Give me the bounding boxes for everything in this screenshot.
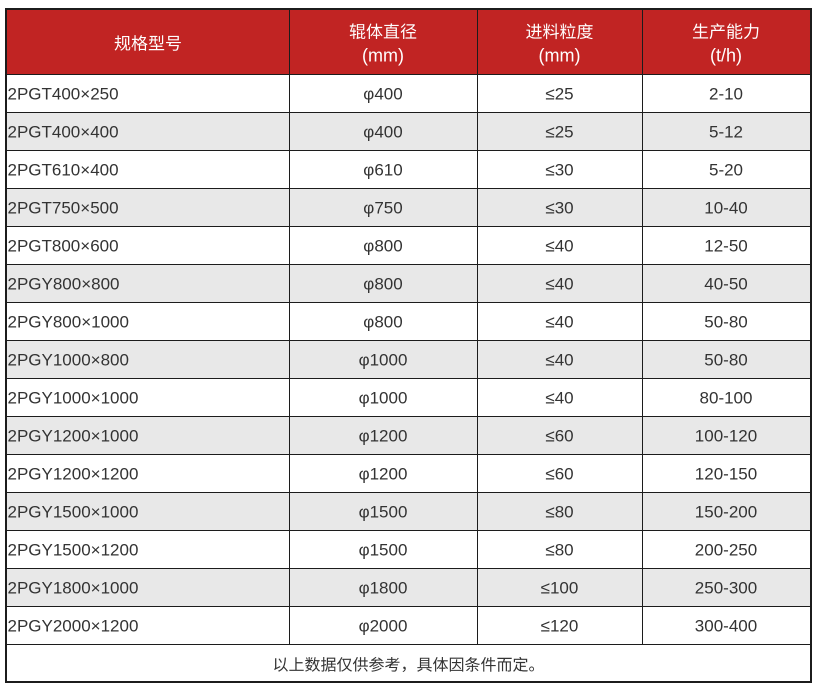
svg-text:50-80: 50-80 — [704, 313, 747, 332]
svg-text:2PGT400×250: 2PGT400×250 — [8, 85, 119, 104]
svg-text:120-150: 120-150 — [695, 465, 757, 484]
svg-text:≤40: ≤40 — [545, 275, 573, 294]
svg-text:2PGY2000×1200: 2PGY2000×1200 — [8, 617, 139, 636]
svg-text:5-20: 5-20 — [709, 161, 743, 180]
svg-text:2PGY1000×1000: 2PGY1000×1000 — [8, 389, 139, 408]
svg-text:(mm): (mm) — [362, 45, 404, 65]
svg-text:(mm): (mm) — [539, 45, 581, 65]
svg-text:300-400: 300-400 — [695, 617, 757, 636]
svg-text:2PGY1200×1200: 2PGY1200×1200 — [8, 465, 139, 484]
svg-text:(t/h): (t/h) — [710, 45, 742, 65]
svg-text:≤120: ≤120 — [541, 617, 579, 636]
svg-text:2PGY1500×1000: 2PGY1500×1000 — [8, 503, 139, 522]
svg-text:φ400: φ400 — [363, 85, 402, 104]
svg-text:≤40: ≤40 — [545, 313, 573, 332]
svg-text:40-50: 40-50 — [704, 275, 747, 294]
svg-text:≤30: ≤30 — [545, 161, 573, 180]
svg-text:2PGY800×1000: 2PGY800×1000 — [8, 313, 129, 332]
svg-text:250-300: 250-300 — [695, 579, 757, 598]
svg-text:≤60: ≤60 — [545, 465, 573, 484]
svg-text:φ750: φ750 — [363, 199, 402, 218]
svg-text:≤30: ≤30 — [545, 199, 573, 218]
svg-text:φ1500: φ1500 — [359, 541, 408, 560]
svg-text:φ2000: φ2000 — [359, 617, 408, 636]
svg-text:φ1500: φ1500 — [359, 503, 408, 522]
svg-text:2PGT750×500: 2PGT750×500 — [8, 199, 119, 218]
svg-text:≤80: ≤80 — [545, 541, 573, 560]
svg-text:φ800: φ800 — [363, 237, 402, 256]
svg-text:≤40: ≤40 — [545, 237, 573, 256]
svg-text:12-50: 12-50 — [704, 237, 747, 256]
svg-text:2PGT400×400: 2PGT400×400 — [8, 123, 119, 142]
svg-text:5-12: 5-12 — [709, 123, 743, 142]
svg-text:φ1800: φ1800 — [359, 579, 408, 598]
svg-text:100-120: 100-120 — [695, 427, 757, 446]
svg-text:2PGT800×600: 2PGT800×600 — [8, 237, 119, 256]
svg-text:φ1200: φ1200 — [359, 427, 408, 446]
svg-text:φ1200: φ1200 — [359, 465, 408, 484]
svg-text:150-200: 150-200 — [695, 503, 757, 522]
svg-text:≤80: ≤80 — [545, 503, 573, 522]
svg-text:80-100: 80-100 — [700, 389, 753, 408]
svg-text:≤100: ≤100 — [541, 579, 579, 598]
svg-text:φ800: φ800 — [363, 275, 402, 294]
svg-text:≤60: ≤60 — [545, 427, 573, 446]
svg-text:≤25: ≤25 — [545, 123, 573, 142]
svg-text:2PGY1800×1000: 2PGY1800×1000 — [8, 579, 139, 598]
svg-text:≤25: ≤25 — [545, 85, 573, 104]
svg-text:200-250: 200-250 — [695, 541, 757, 560]
svg-text:50-80: 50-80 — [704, 351, 747, 370]
svg-text:≤40: ≤40 — [545, 351, 573, 370]
svg-text:φ1000: φ1000 — [359, 389, 408, 408]
svg-text:2PGY800×800: 2PGY800×800 — [8, 275, 120, 294]
svg-text:2-10: 2-10 — [709, 85, 743, 104]
svg-text:φ400: φ400 — [363, 123, 402, 142]
svg-text:2PGY1200×1000: 2PGY1200×1000 — [8, 427, 139, 446]
svg-text:2PGT610×400: 2PGT610×400 — [8, 161, 119, 180]
svg-text:10-40: 10-40 — [704, 199, 747, 218]
svg-text:2PGY1500×1200: 2PGY1500×1200 — [8, 541, 139, 560]
svg-text:φ800: φ800 — [363, 313, 402, 332]
svg-text:≤40: ≤40 — [545, 389, 573, 408]
svg-text:φ1000: φ1000 — [359, 351, 408, 370]
svg-text:2PGY1000×800: 2PGY1000×800 — [8, 351, 129, 370]
svg-text:φ610: φ610 — [363, 161, 402, 180]
